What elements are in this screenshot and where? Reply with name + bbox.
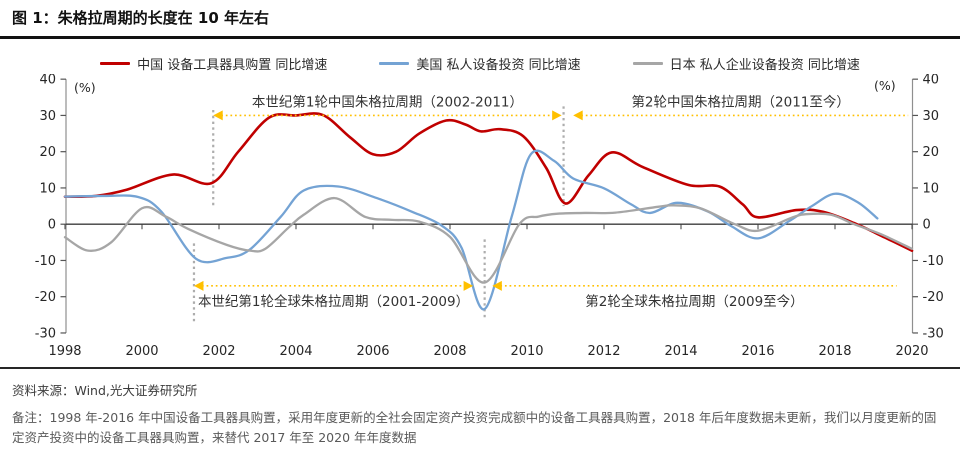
x-tick-label: 2018 xyxy=(818,344,851,359)
figure-title: 图 1：朱格拉周期的长度在 10 年左右 xyxy=(12,9,269,27)
y-tick-label-right: 0 xyxy=(923,217,931,232)
y-tick-label-right: -20 xyxy=(923,290,944,305)
x-tick-label: 2006 xyxy=(356,344,389,359)
note-text: 备注：1998 年-2016 年中国设备工具器具购置，采用年度更新的全社会固定资… xyxy=(12,409,937,445)
y-unit-right: (%) xyxy=(874,78,896,93)
x-tick-label: 2000 xyxy=(125,344,158,359)
arrowhead-left xyxy=(213,109,223,120)
chart-area: 40 40 30 30 20 20 10 10 0 0 -10 -10 -20 -20 -30 -30 1998… xyxy=(0,74,960,369)
x-tick-label: 2004 xyxy=(279,344,312,359)
arrowhead-left xyxy=(492,280,502,291)
y-tick-label-left: -10 xyxy=(35,253,56,268)
legend-label-us: 美国 私人设备投资 同比增速 xyxy=(416,58,581,73)
x-tick-label: 2012 xyxy=(587,344,620,359)
x-tick-label: 1998 xyxy=(48,344,81,359)
y-tick-label-left: 40 xyxy=(39,74,56,88)
y-tick-label-left: 10 xyxy=(39,181,56,196)
x-tick-label: 2008 xyxy=(433,344,466,359)
y-tick-label-right: 30 xyxy=(923,108,940,123)
line-china xyxy=(63,111,914,252)
y-tick-label-right: -10 xyxy=(923,253,944,268)
legend-marker-us xyxy=(379,62,410,65)
y-tick-label-right: 10 xyxy=(923,181,940,196)
y-tick-label-right: -30 xyxy=(923,326,944,341)
period-label: 第2轮全球朱格拉周期（2009至今） xyxy=(585,292,803,309)
legend-label-china: 中国 设备工具器具购置 同比增速 xyxy=(137,58,328,73)
x-tick-label: 2020 xyxy=(895,344,928,359)
period-label: 本世纪第1轮中国朱格拉周期（2002-2011） xyxy=(252,93,523,110)
source-line: 资料来源：Wind,光大证券研究所 xyxy=(12,382,198,398)
legend-item-china: 中国 设备工具器具购置 同比增速 xyxy=(100,54,327,73)
line-us xyxy=(63,149,879,310)
x-tick-label: 2002 xyxy=(202,344,235,359)
y-tick-label-left: 20 xyxy=(39,145,56,160)
period-label: 第2轮中国朱格拉周期（2011至今） xyxy=(631,93,849,110)
legend-item-us: 美国 私人设备投资 同比增速 xyxy=(379,54,581,73)
arrowhead-right xyxy=(463,280,474,291)
line-japan xyxy=(63,196,914,284)
x-tick-label: 2010 xyxy=(510,344,543,359)
arrowhead-left xyxy=(573,109,583,120)
legend-label-japan: 日本 私人企业设备投资 同比增速 xyxy=(669,58,860,73)
x-tick-label: 2014 xyxy=(664,344,697,359)
y-tick-label-right: 40 xyxy=(923,74,940,88)
x-tick-label: 2016 xyxy=(741,344,774,359)
y-tick-label-right: 20 xyxy=(923,145,940,160)
y-unit-left: (%) xyxy=(74,80,96,95)
y-tick-label-left: -20 xyxy=(35,290,56,305)
y-tick-label-left: 30 xyxy=(39,108,56,123)
y-tick-label-left: -30 xyxy=(35,326,56,341)
legend-item-japan: 日本 私人企业设备投资 同比增速 xyxy=(632,54,860,73)
legend-marker-japan xyxy=(632,62,663,65)
legend-marker-china xyxy=(100,62,131,65)
arrowhead-left xyxy=(193,280,204,291)
arrowhead-right xyxy=(552,109,562,120)
period-label: 本世纪第1轮全球朱格拉周期（2001-2009） xyxy=(198,292,469,309)
figure-header: 图 1：朱格拉周期的长度在 10 年左右 xyxy=(0,0,960,39)
chart-legend: 中国 设备工具器具购置 同比增速 美国 私人设备投资 同比增速 日本 私人企业设… xyxy=(0,54,960,74)
y-tick-label-left: 0 xyxy=(48,217,56,232)
